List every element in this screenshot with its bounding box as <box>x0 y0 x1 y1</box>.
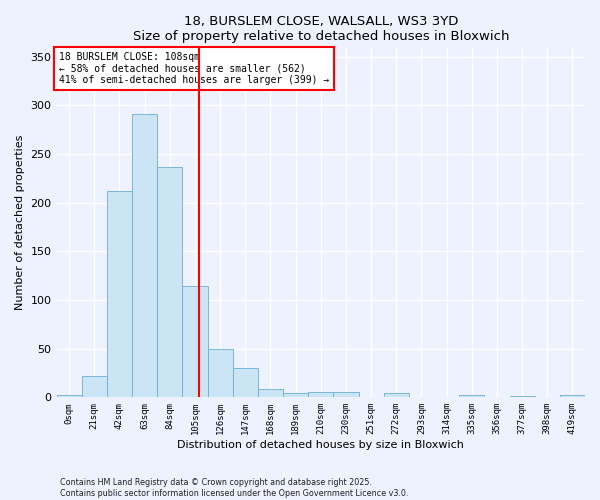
Bar <box>107 191 132 398</box>
Bar <box>56 396 82 398</box>
Bar <box>459 396 484 398</box>
Title: 18, BURSLEM CLOSE, WALSALL, WS3 3YD
Size of property relative to detached houses: 18, BURSLEM CLOSE, WALSALL, WS3 3YD Size… <box>133 15 509 43</box>
Text: Contains HM Land Registry data © Crown copyright and database right 2025.
Contai: Contains HM Land Registry data © Crown c… <box>60 478 409 498</box>
Bar <box>383 394 409 398</box>
Y-axis label: Number of detached properties: Number of detached properties <box>15 134 25 310</box>
Bar <box>258 388 283 398</box>
Text: 18 BURSLEM CLOSE: 108sqm
← 58% of detached houses are smaller (562)
41% of semi-: 18 BURSLEM CLOSE: 108sqm ← 58% of detach… <box>59 52 329 86</box>
X-axis label: Distribution of detached houses by size in Bloxwich: Distribution of detached houses by size … <box>178 440 464 450</box>
Bar <box>157 166 182 398</box>
Bar <box>283 394 308 398</box>
Bar <box>82 376 107 398</box>
Bar <box>308 392 334 398</box>
Bar <box>560 396 585 398</box>
Bar <box>233 368 258 398</box>
Bar <box>509 396 535 398</box>
Bar <box>132 114 157 398</box>
Bar <box>334 392 359 398</box>
Bar <box>208 348 233 398</box>
Bar <box>182 286 208 398</box>
